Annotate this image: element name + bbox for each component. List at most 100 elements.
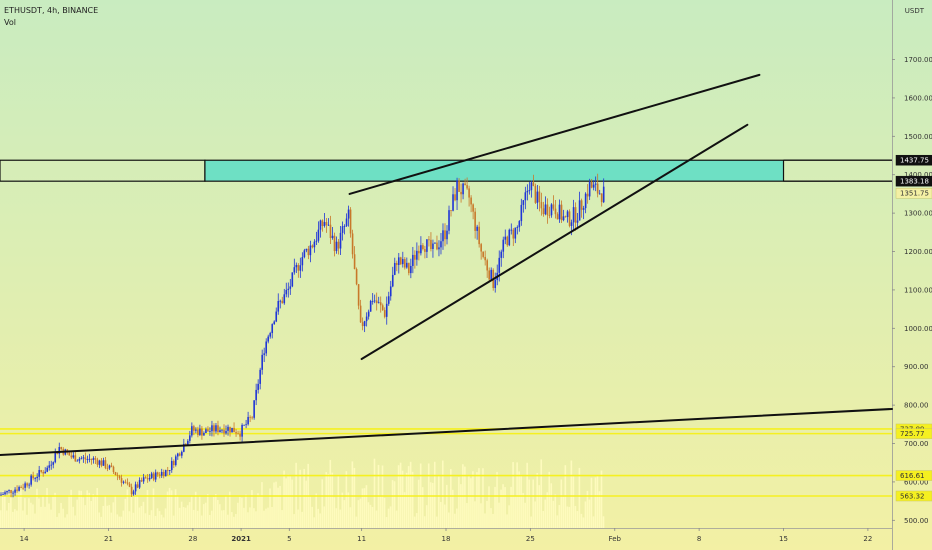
volume-bar — [124, 498, 127, 528]
candle-body — [118, 475, 121, 479]
candle-body — [602, 186, 605, 203]
volume-bar — [552, 500, 555, 528]
candle-body — [548, 215, 551, 216]
volume-bar — [247, 512, 249, 528]
candle-body — [359, 305, 362, 323]
volume-bar — [323, 506, 326, 528]
volume-bar — [58, 513, 60, 528]
y-tick-label: 1500.00 — [904, 133, 932, 141]
candle-body — [530, 182, 533, 191]
candle-body — [100, 460, 103, 466]
candle-body — [502, 239, 505, 252]
volume-bar — [413, 516, 416, 528]
volume-bar — [239, 496, 241, 528]
candle-body — [462, 183, 464, 195]
candle-body — [339, 232, 342, 249]
volume-bar — [98, 512, 101, 528]
volume-bar — [64, 517, 66, 528]
volume-bar — [510, 486, 512, 528]
volume-bar — [78, 490, 80, 528]
candle-body — [458, 180, 460, 192]
y-tick-label: 1400.00 — [904, 171, 932, 179]
candle-body — [12, 492, 14, 494]
candle-body — [132, 491, 135, 495]
candle-body — [313, 241, 316, 248]
candle-body — [379, 302, 382, 306]
candle-body — [267, 336, 270, 342]
volume-bar — [275, 481, 277, 528]
price-tag-label: 1437.75 — [900, 157, 929, 165]
volume-bar — [60, 502, 62, 528]
candle-body — [526, 190, 529, 193]
volume-bar — [152, 488, 155, 528]
volume-bar — [156, 508, 159, 528]
candle-body — [80, 458, 83, 460]
volume-bar — [54, 492, 56, 528]
candle-body — [203, 433, 205, 436]
candle-body — [70, 455, 73, 458]
volume-bar — [74, 515, 76, 528]
volume-bar — [140, 505, 143, 528]
volume-bar — [120, 516, 123, 528]
candle-body — [528, 190, 531, 191]
candle-body — [550, 204, 553, 216]
volume-bar — [162, 517, 165, 528]
candle-body — [84, 457, 87, 460]
candle-body — [580, 200, 583, 210]
volume-bar — [532, 479, 534, 528]
candle-body — [195, 429, 197, 431]
volume-bar — [594, 477, 597, 528]
y-tick-label: 1000.00 — [904, 325, 932, 333]
candle-body — [6, 490, 8, 493]
candle-body — [532, 182, 535, 186]
volume-bar — [425, 505, 428, 528]
volume-bar — [114, 495, 117, 528]
volume-bar — [160, 514, 163, 528]
candle-body — [14, 489, 16, 493]
y-tick-label: 1100.00 — [904, 286, 932, 294]
volume-bar — [492, 513, 494, 528]
volume-bar — [44, 506, 46, 528]
volume-bar — [522, 493, 524, 528]
candle-body — [60, 447, 63, 450]
candle-body — [430, 239, 432, 250]
candle-body — [50, 464, 53, 466]
candle-body — [538, 191, 541, 203]
candle-body — [594, 183, 597, 185]
volume-bar — [128, 511, 131, 528]
candle-body — [520, 204, 523, 222]
volume-bar — [556, 515, 559, 528]
candle-body — [18, 486, 20, 491]
volume-bar — [319, 513, 322, 528]
candle-body — [395, 262, 398, 265]
volume-bar — [578, 467, 581, 528]
volume-bar — [431, 482, 434, 528]
candle-body — [245, 424, 247, 426]
volume-bar — [42, 495, 44, 528]
candle-body — [102, 460, 105, 466]
volume-bar — [472, 471, 474, 528]
volume-bar — [14, 509, 16, 528]
candle-body — [134, 484, 137, 492]
volume-bar — [168, 487, 171, 528]
y-tick-label: 1200.00 — [904, 248, 932, 256]
candle-body — [331, 235, 334, 239]
candle-body — [377, 302, 380, 304]
candle-body — [185, 443, 187, 445]
candle-body — [229, 426, 231, 433]
volume-bar — [24, 498, 26, 528]
candle-body — [466, 185, 468, 189]
candle-body — [317, 229, 320, 241]
volume-bar — [482, 468, 484, 528]
volume-bar — [456, 508, 458, 528]
candle-body — [508, 229, 511, 246]
candle-body — [474, 211, 476, 231]
candle-body — [418, 250, 420, 254]
candle-body — [28, 484, 30, 486]
candle-body — [341, 226, 344, 233]
y-tick-label: 1600.00 — [904, 94, 932, 102]
candle-body — [333, 235, 336, 252]
volume-bar — [138, 507, 141, 528]
x-tick-label: 8 — [697, 535, 701, 543]
volume-bar — [28, 498, 30, 528]
